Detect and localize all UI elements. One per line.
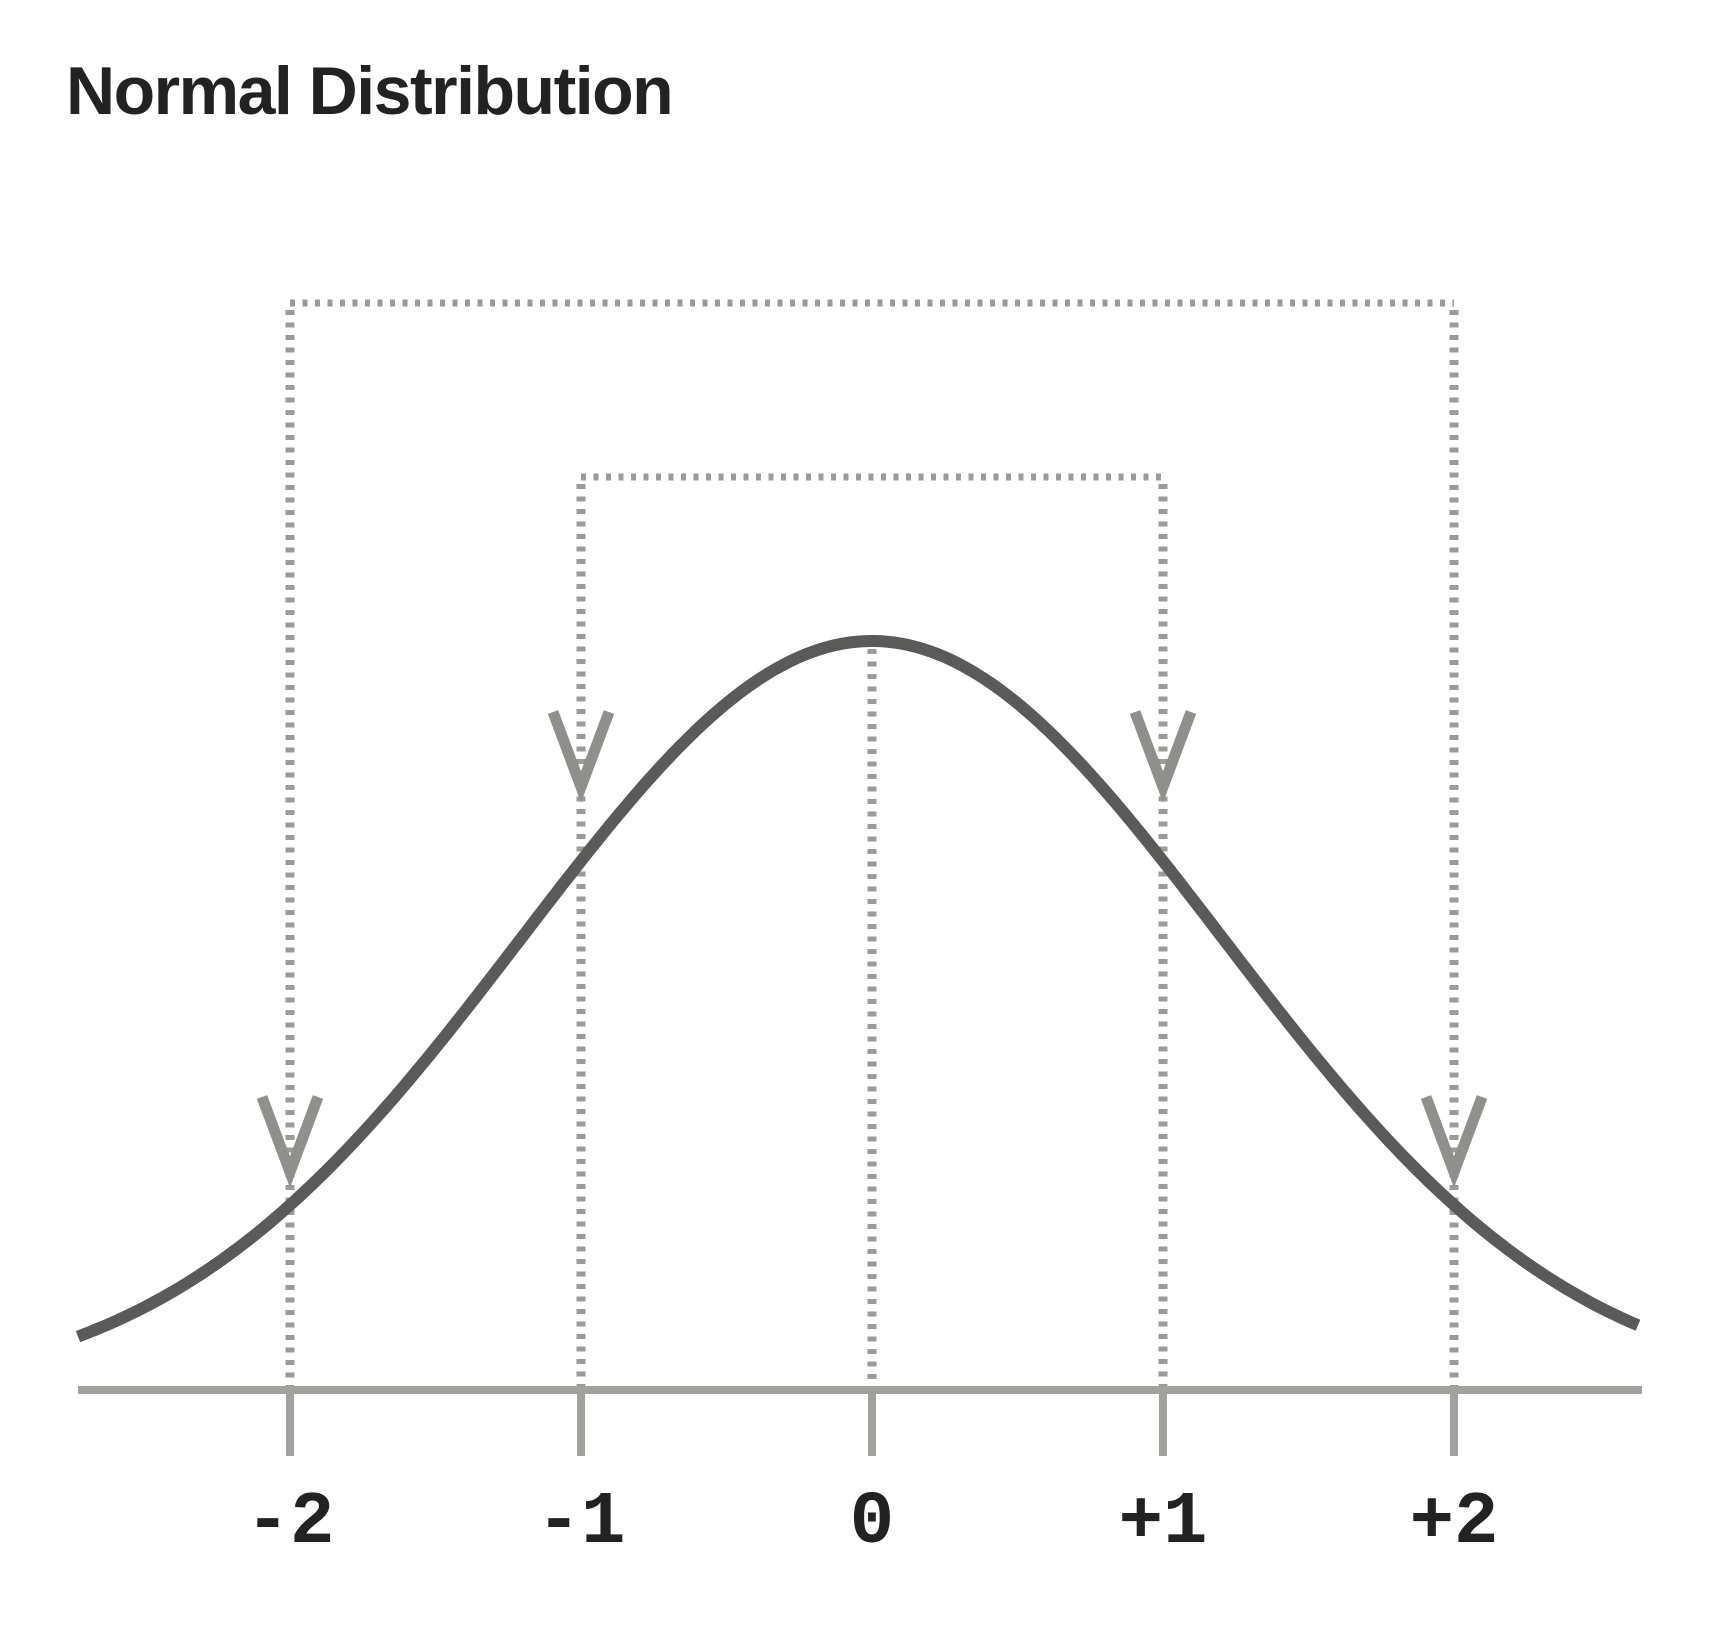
x-tick-label-0: 0 — [850, 1481, 894, 1565]
x-tick-label-1: +1 — [1119, 1481, 1208, 1565]
x-tick-label-2: +2 — [1410, 1481, 1499, 1565]
down-arrow-plus-2 — [1420, 1095, 1488, 1188]
x-tick-label--1: -1 — [537, 1481, 626, 1565]
down-arrow-minus-2 — [256, 1095, 324, 1188]
chart-title: Normal Distribution — [66, 53, 674, 129]
down-arrow-minus-1 — [547, 710, 615, 803]
x-tick-label--2: -2 — [246, 1481, 335, 1565]
normal-curve — [75, 635, 1641, 1343]
down-arrow-plus-1 — [1129, 710, 1197, 803]
